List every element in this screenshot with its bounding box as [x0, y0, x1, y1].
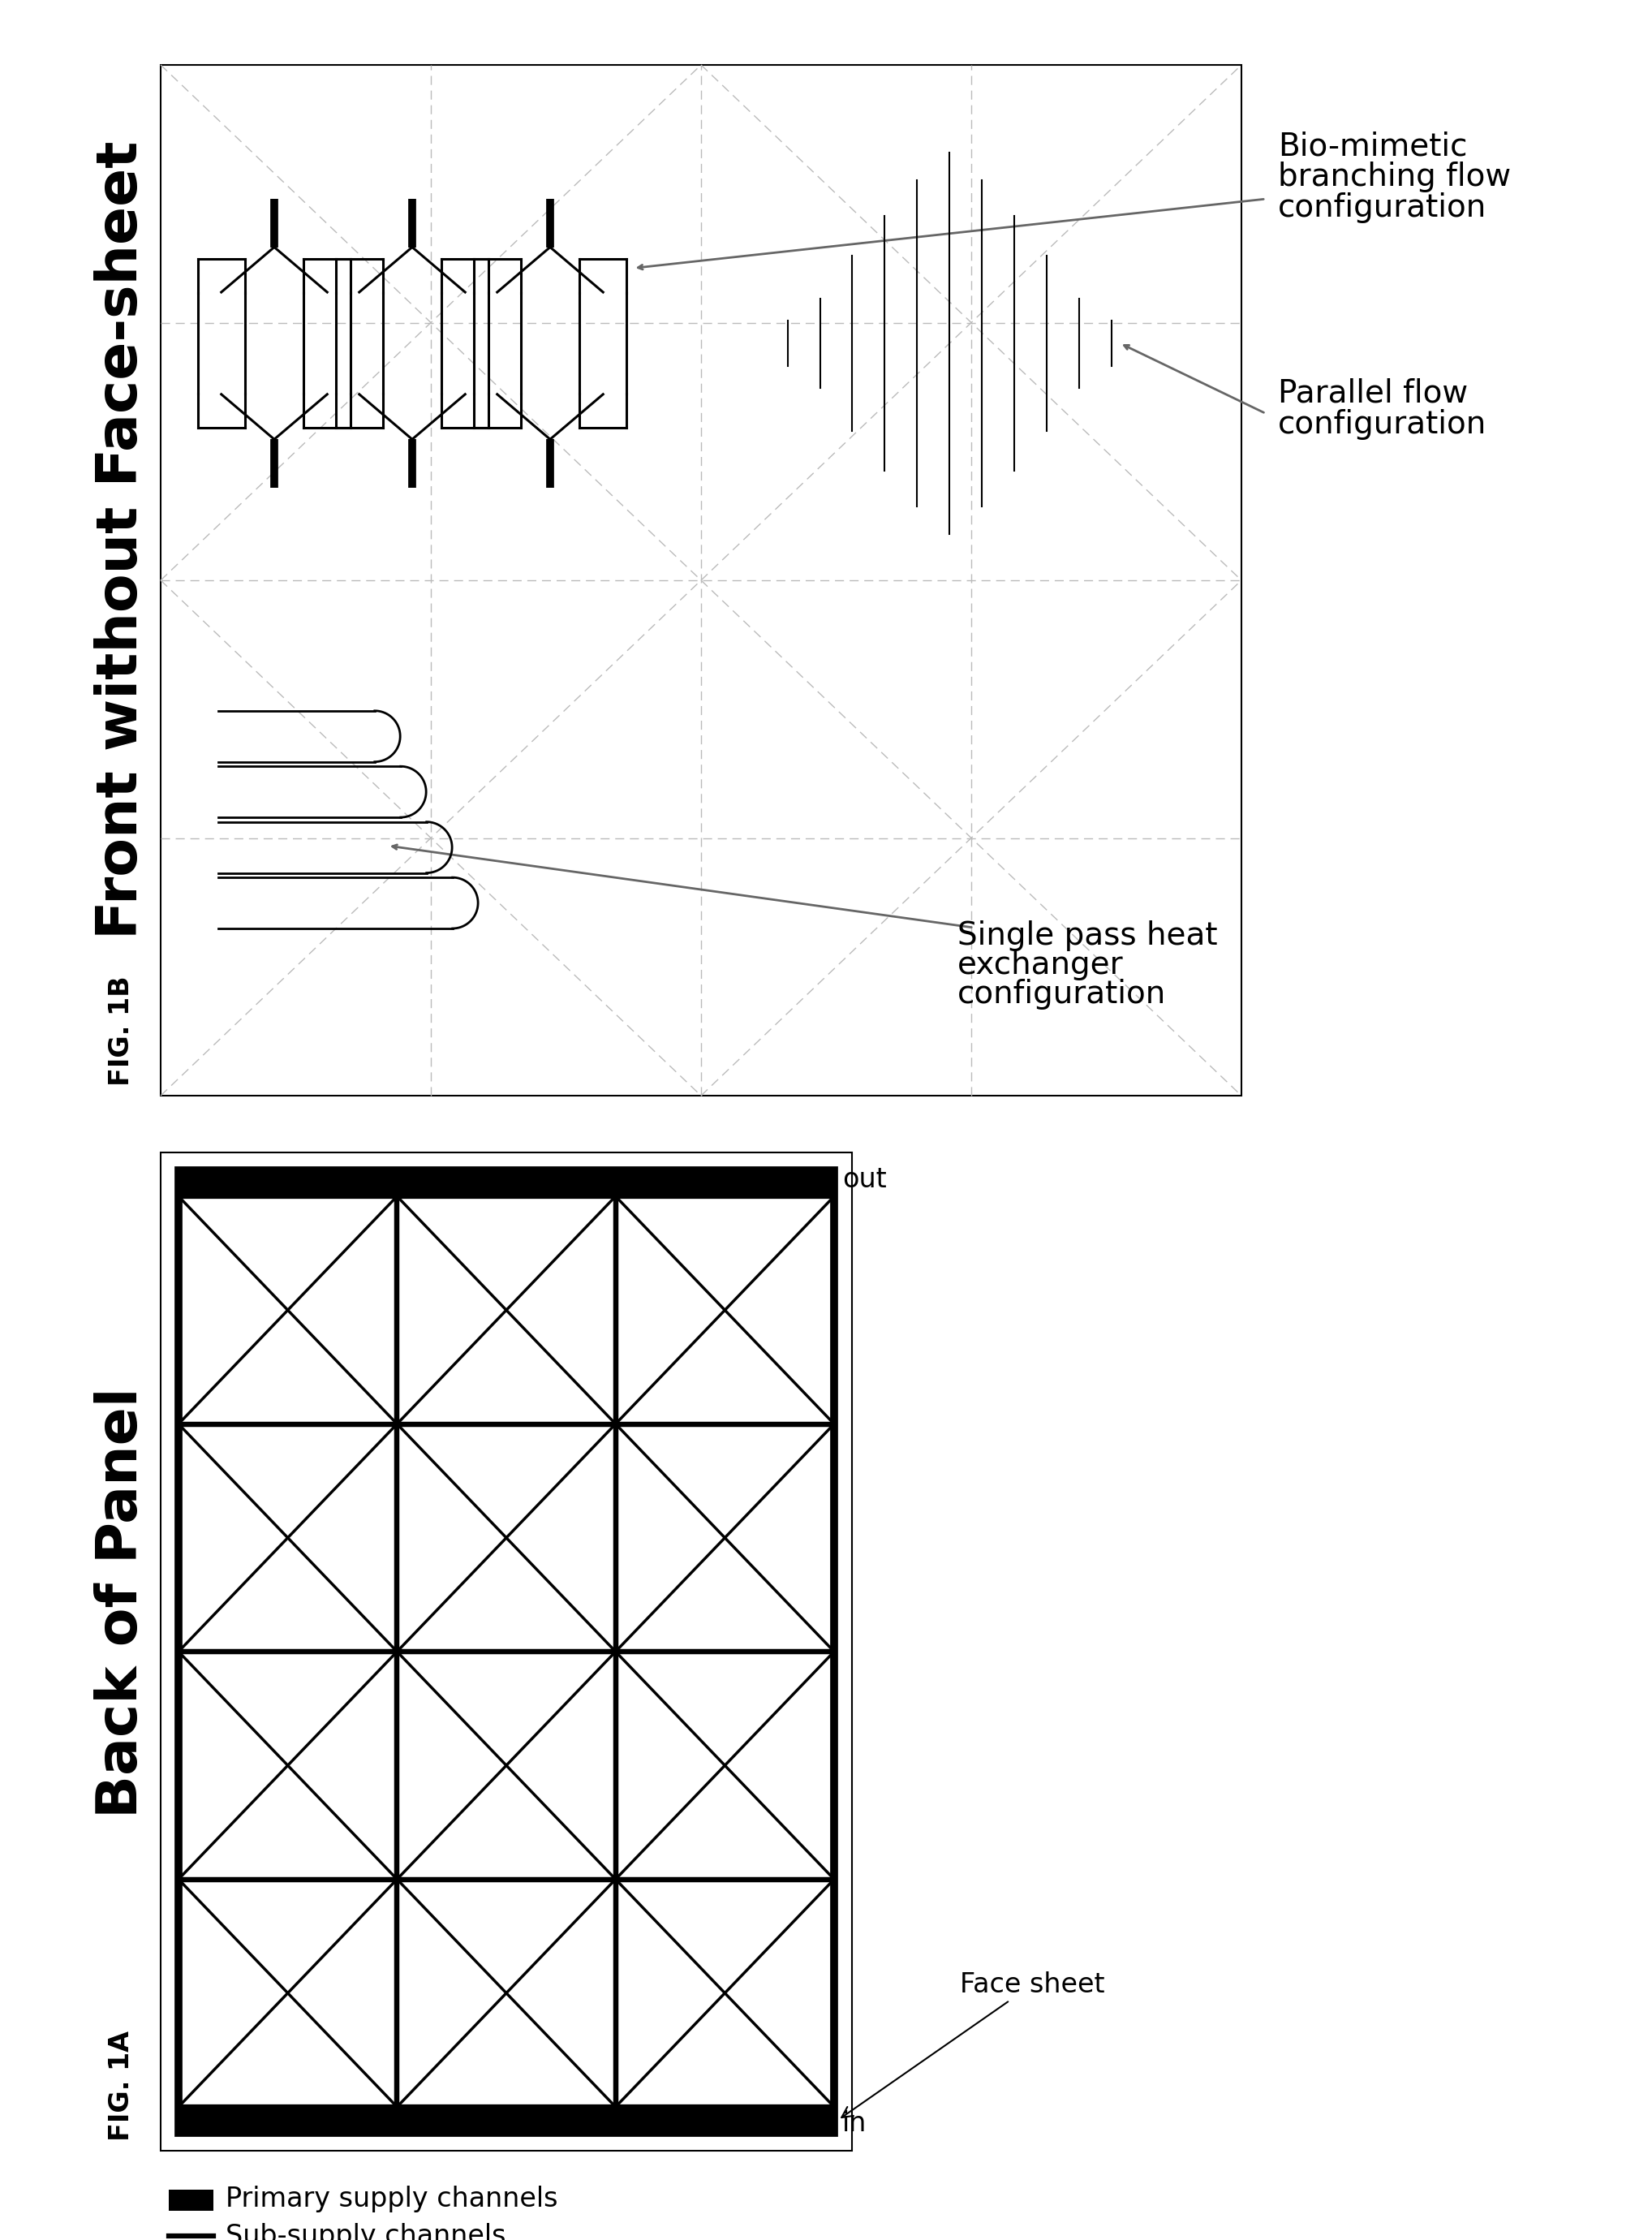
- Text: Bio-mimetic: Bio-mimetic: [1279, 130, 1467, 161]
- Text: in: in: [843, 2110, 867, 2137]
- Bar: [178, 1169, 834, 1196]
- Text: FIG. 1B: FIG. 1B: [109, 977, 135, 1086]
- Text: Front without Face-sheet: Front without Face-sheet: [94, 141, 149, 939]
- Text: configuration: configuration: [958, 979, 1166, 1010]
- Text: out: out: [843, 1167, 887, 1194]
- Text: configuration: configuration: [1279, 408, 1487, 439]
- Text: FIG. 1A: FIG. 1A: [109, 2032, 135, 2141]
- Text: configuration: configuration: [1279, 193, 1487, 224]
- Bar: [178, 2108, 834, 2132]
- Text: branching flow: branching flow: [1279, 161, 1512, 193]
- Text: Face sheet: Face sheet: [841, 1971, 1105, 2117]
- Bar: [160, 65, 1241, 1095]
- Text: exchanger: exchanger: [958, 950, 1123, 981]
- Text: Primary supply channels: Primary supply channels: [226, 2186, 558, 2213]
- Text: Single pass heat: Single pass heat: [958, 921, 1218, 952]
- Bar: [160, 1151, 852, 2150]
- Bar: [178, 1169, 834, 2132]
- Text: Sub-supply channels: Sub-supply channels: [226, 2222, 506, 2240]
- Text: Parallel flow: Parallel flow: [1279, 379, 1469, 408]
- Text: Back of Panel: Back of Panel: [94, 1387, 149, 1819]
- Bar: [169, 2191, 213, 2211]
